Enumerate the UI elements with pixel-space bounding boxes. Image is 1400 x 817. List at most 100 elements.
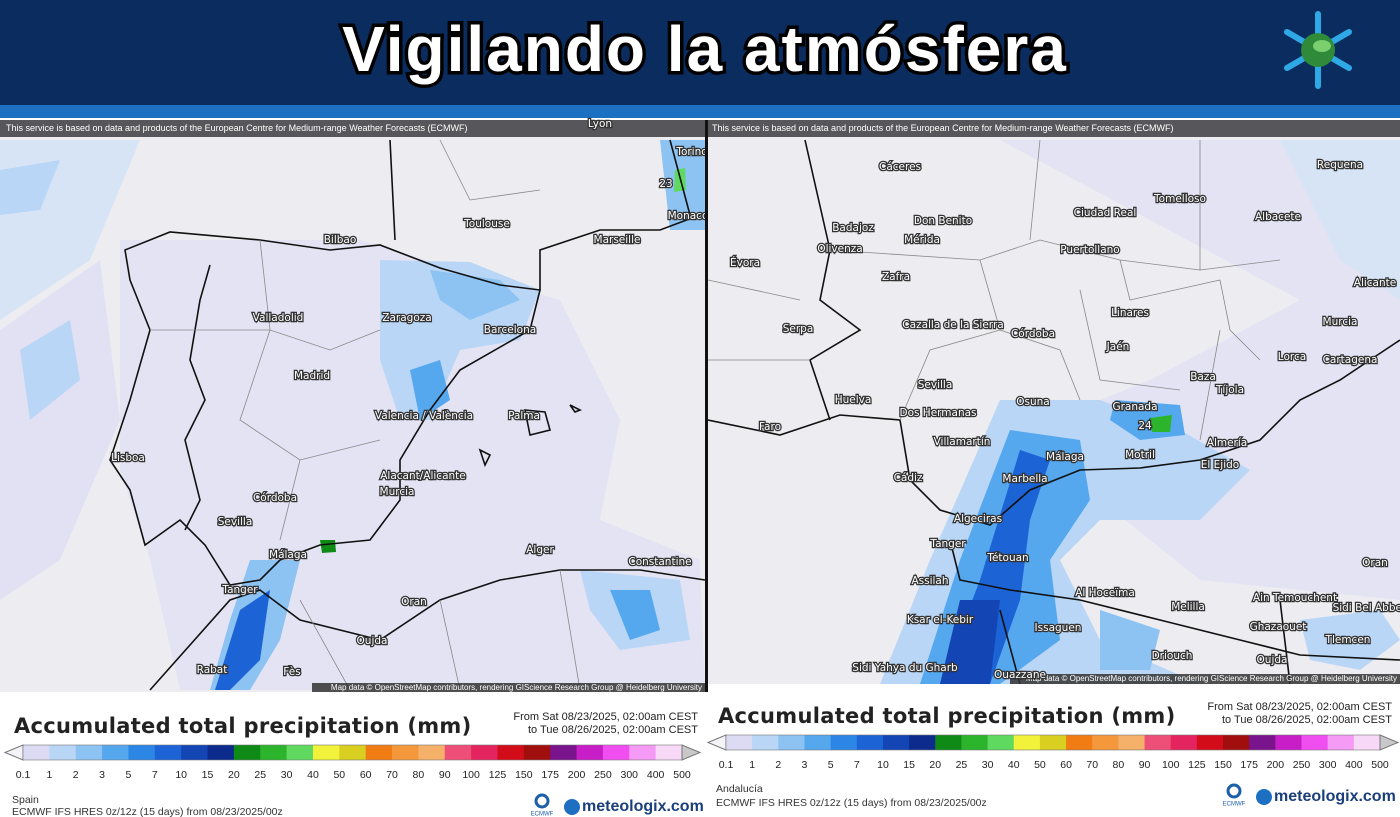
colorbar-swatch bbox=[1170, 735, 1198, 750]
place-label: Marbella bbox=[1002, 473, 1047, 485]
colorbar-label: 15 bbox=[202, 769, 214, 781]
place-label: Rabat bbox=[197, 664, 228, 676]
colorbar-swatch bbox=[1353, 735, 1381, 750]
colorbar-swatch bbox=[1301, 735, 1329, 750]
place-label: Baza bbox=[1190, 371, 1216, 383]
colorbar-swatch bbox=[987, 735, 1015, 750]
colorbar-label: 300 bbox=[621, 769, 639, 781]
colorbar-swatch bbox=[102, 745, 129, 760]
place-label: Ciudad Real bbox=[1074, 207, 1137, 219]
colorbar-swatch bbox=[961, 735, 989, 750]
place-label: Ghazaouet bbox=[1250, 621, 1307, 633]
colorbar-arrow bbox=[681, 744, 702, 761]
colorbar-label: 70 bbox=[1086, 759, 1098, 771]
date-from: From Sat 08/23/2025, 02:00am CEST bbox=[513, 711, 698, 723]
ecmwf-logo: ECMWF bbox=[1223, 802, 1246, 808]
place-label: Issaguen bbox=[1035, 622, 1082, 634]
ecmwf-icon bbox=[534, 793, 550, 809]
place-label: Sidi Bel Abbes bbox=[1333, 602, 1400, 614]
colorbar-label: 200 bbox=[1267, 759, 1285, 771]
colorbar-swatch bbox=[444, 745, 472, 760]
colorbar-label: 90 bbox=[439, 769, 451, 781]
colorbar-swatch bbox=[882, 735, 910, 750]
place-label: Melilla bbox=[1171, 601, 1205, 613]
colorbar-swatch bbox=[550, 745, 578, 760]
place-label: Puertollano bbox=[1060, 244, 1119, 256]
colorbar-swatch bbox=[804, 735, 832, 750]
place-label: Motril bbox=[1125, 449, 1155, 461]
place-label: Oujda bbox=[1257, 654, 1288, 666]
max-marker: 24 bbox=[1138, 420, 1152, 432]
place-label: Valladolid bbox=[253, 312, 304, 324]
place-label: Villamartín bbox=[934, 436, 991, 448]
colorbar-label: 0.1 bbox=[16, 769, 31, 781]
colorbar-label: 0.1 bbox=[719, 759, 734, 771]
credit-text: This service is based on data and produc… bbox=[6, 123, 468, 133]
place-label: Requena bbox=[1317, 159, 1363, 171]
date-from: From Sat 08/23/2025, 02:00am CEST bbox=[1207, 701, 1392, 713]
colorbar-label: 20 bbox=[228, 769, 240, 781]
place-label: Lorca bbox=[1278, 351, 1306, 363]
date-to: to Tue 08/26/2025, 02:00am CEST bbox=[1222, 714, 1392, 726]
colorbar-swatch bbox=[49, 745, 77, 760]
colorbar-label: 100 bbox=[1162, 759, 1180, 771]
colorbar-swatch bbox=[154, 745, 182, 760]
colorbar-label: 175 bbox=[541, 769, 559, 781]
place-label: Sidi Yahya du Gharb bbox=[852, 662, 958, 674]
colorbar-swatch bbox=[365, 745, 393, 760]
colorbar-label: 80 bbox=[1113, 759, 1125, 771]
place-label: Serpa bbox=[783, 323, 814, 335]
colorbar-arrow bbox=[1379, 734, 1400, 751]
place-label: Driouch bbox=[1152, 650, 1193, 662]
colorbar-label: 80 bbox=[413, 769, 425, 781]
place-label: Cádiz bbox=[894, 472, 923, 484]
place-label: Alacant/Alicante bbox=[380, 470, 466, 482]
colorbar-swatch bbox=[392, 745, 419, 760]
place-label: Torino bbox=[675, 146, 707, 158]
credit-text: This service is based on data and produc… bbox=[712, 123, 1174, 133]
place-label: Tétouan bbox=[986, 552, 1028, 564]
legends: Accumulated total precipitation (mm) From… bbox=[3, 701, 1400, 817]
colorbar-label: 1 bbox=[46, 769, 52, 781]
header-title: Vigilando la atmósfera bbox=[342, 13, 1068, 85]
place-label: Linares bbox=[1111, 307, 1149, 319]
colorbar-outline bbox=[22, 744, 683, 761]
colorbar-label: 250 bbox=[594, 769, 612, 781]
place-label: Murcia bbox=[380, 486, 415, 498]
place-label: Don Benito bbox=[914, 215, 972, 227]
colorbar-label: 60 bbox=[1060, 759, 1072, 771]
colorbar-swatch bbox=[207, 745, 235, 760]
place-label: Monaco bbox=[668, 210, 709, 222]
place-label: Faro bbox=[759, 421, 781, 433]
colorbar-label: 3 bbox=[99, 769, 105, 781]
header-strip bbox=[0, 105, 1400, 118]
colorbar-swatch bbox=[655, 745, 683, 760]
header-bar bbox=[0, 0, 1400, 105]
place-label: Algeciras bbox=[954, 513, 1002, 525]
place-label: Murcia bbox=[1323, 316, 1358, 328]
ecmwf-logo: ECMWF bbox=[531, 812, 554, 817]
colorbar-label: 500 bbox=[1371, 759, 1389, 771]
colorbar-swatch bbox=[856, 735, 884, 750]
place-label: Assilah bbox=[911, 575, 948, 587]
place-label: Al Hoceïma bbox=[1075, 587, 1135, 599]
colorbar-label: 100 bbox=[462, 769, 480, 781]
place-label: Marseille bbox=[594, 234, 641, 246]
colorbar-label: 5 bbox=[126, 769, 132, 781]
colorbar-swatch bbox=[602, 745, 630, 760]
colorbar-arrow bbox=[3, 744, 24, 761]
colorbar-label: 500 bbox=[673, 769, 691, 781]
colorbar-swatch bbox=[181, 745, 209, 760]
colorbar-swatch bbox=[1118, 735, 1146, 750]
place-label: Valencia / València bbox=[375, 410, 473, 422]
region-name: Andalucía bbox=[716, 783, 763, 795]
colorbar-label: 50 bbox=[1034, 759, 1046, 771]
place-label: Sevilla bbox=[918, 379, 953, 391]
map-left bbox=[0, 120, 705, 692]
colorbar-label: 7 bbox=[152, 769, 158, 781]
colorbar-label: 150 bbox=[1214, 759, 1232, 771]
place-label: Ouazzane bbox=[994, 669, 1046, 681]
place-label: Alicante bbox=[1354, 277, 1396, 289]
